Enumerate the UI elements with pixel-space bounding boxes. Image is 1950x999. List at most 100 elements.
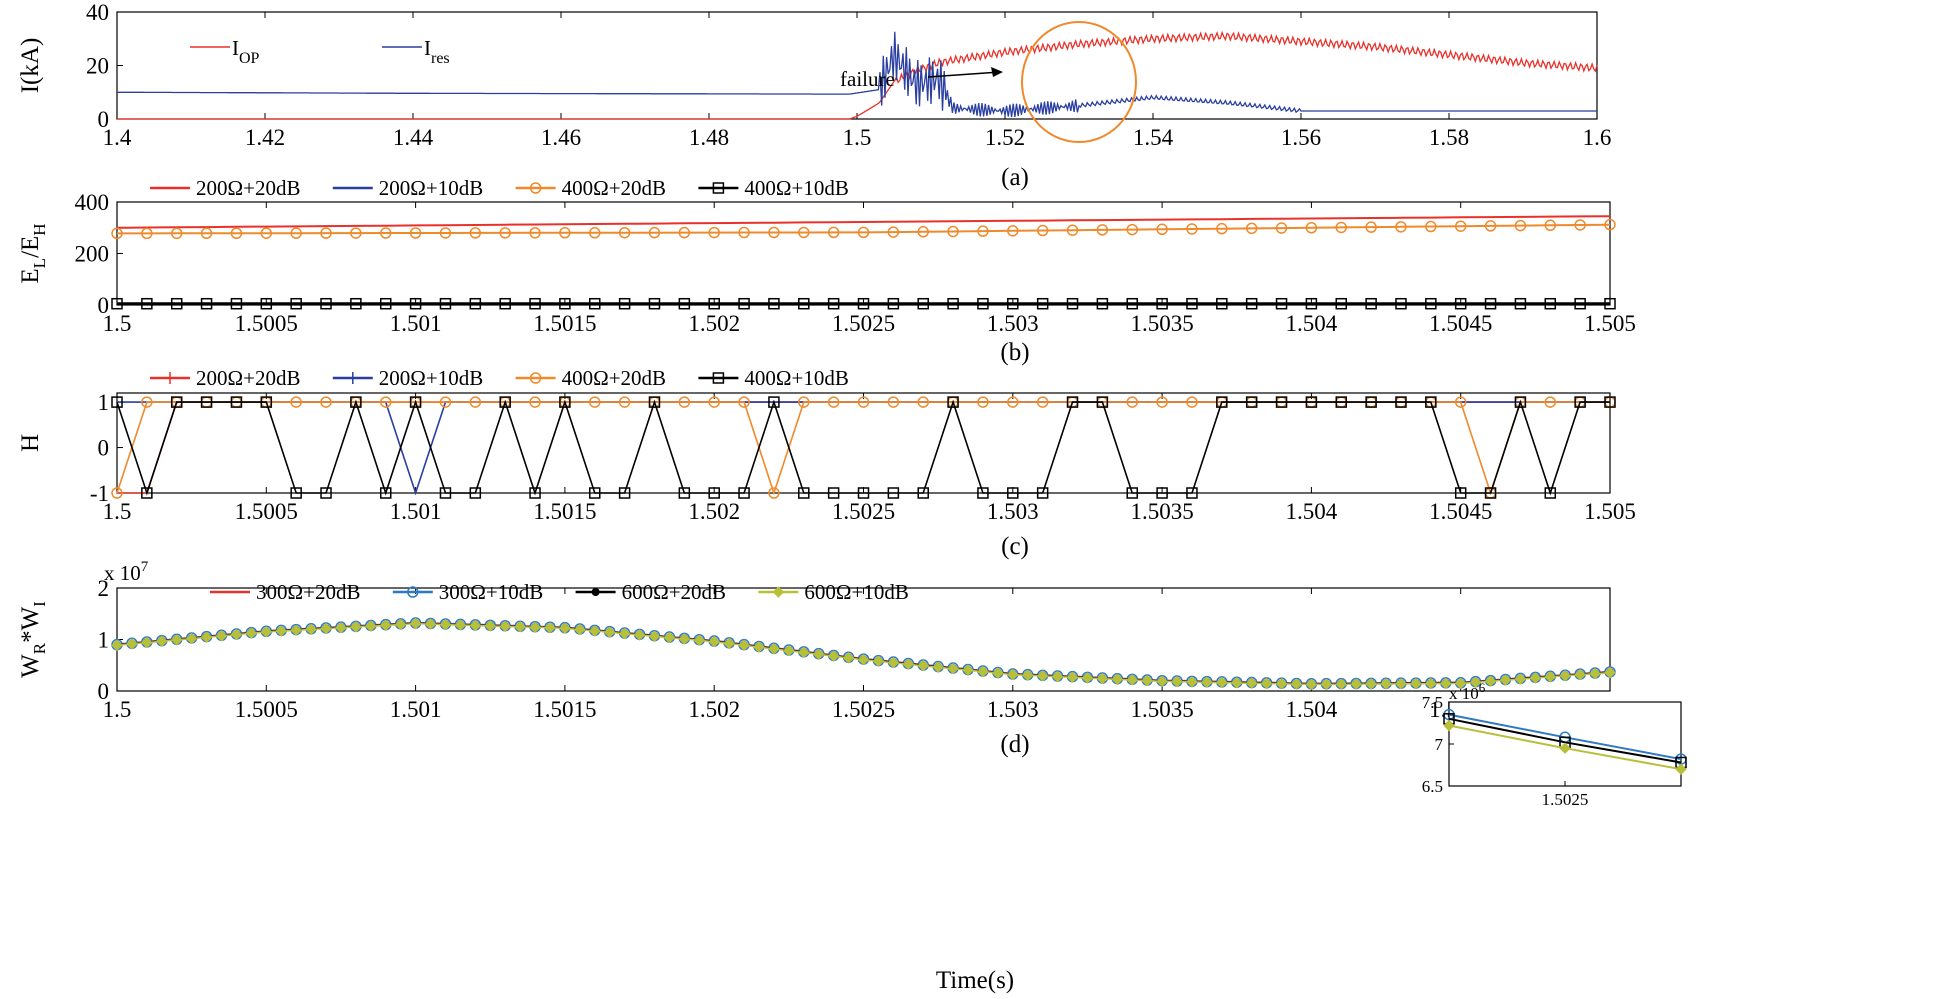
data-point	[215, 630, 228, 642]
legend-entry: 400Ω+20dB	[515, 366, 666, 390]
x-tick-label: 1.5025	[832, 697, 895, 722]
data-point	[917, 487, 929, 499]
data-point	[1350, 678, 1362, 690]
x-tick-label: 1.5035	[1130, 311, 1193, 336]
data-point	[1036, 487, 1049, 499]
data-point	[424, 618, 437, 630]
x-tick-label: 1.5005	[235, 697, 298, 722]
data-point	[857, 487, 870, 499]
data-point	[663, 631, 676, 644]
data-point	[200, 227, 213, 240]
data-point	[320, 227, 332, 239]
data-point	[1454, 487, 1467, 499]
data-point	[1216, 222, 1228, 235]
data-point	[574, 623, 586, 636]
inset-y-tick-label: 6.5	[1422, 777, 1443, 796]
data-point	[1335, 221, 1348, 234]
x-tick-label: 1.501	[390, 311, 442, 336]
panel-a: 1.4 1.42 1.44 1.46 1.48 1.5 1.52 1.54 1.56 1.58 1.…	[17, 0, 1611, 191]
x-tick-label: 1.48	[689, 125, 729, 150]
data-point	[439, 618, 452, 631]
data-point	[768, 643, 780, 655]
data-point	[768, 487, 780, 499]
data-point	[857, 396, 870, 408]
data-point	[798, 297, 810, 310]
data-point	[827, 396, 840, 408]
data-point	[1604, 218, 1616, 231]
data-point	[708, 226, 720, 239]
data-point	[1425, 297, 1437, 310]
data-point	[1216, 297, 1228, 310]
data-point	[290, 624, 302, 636]
data-point	[947, 662, 959, 675]
data-point	[1484, 487, 1497, 499]
data-point	[111, 487, 123, 499]
legend-marker	[529, 372, 542, 384]
data-point	[200, 297, 213, 310]
x-tick-label: 1.4	[103, 125, 132, 150]
data-point	[1111, 673, 1124, 686]
y-tick-label: 20	[86, 54, 109, 79]
data-point	[1425, 677, 1437, 690]
data-point	[618, 627, 631, 640]
data-point	[1156, 223, 1168, 236]
data-point	[917, 659, 929, 672]
data-point	[1156, 396, 1168, 408]
data-point	[1275, 222, 1288, 234]
y-tick-label: -1	[90, 481, 109, 506]
data-point	[484, 620, 496, 632]
data-point	[947, 225, 959, 238]
data-point	[618, 297, 631, 310]
data-point	[708, 487, 720, 499]
y-tick-label: 40	[86, 0, 109, 25]
data-point	[111, 297, 123, 310]
data-point	[1290, 678, 1303, 690]
data-point	[1245, 222, 1258, 235]
data-point	[977, 487, 989, 499]
data-point	[409, 227, 422, 239]
data-point	[260, 297, 273, 310]
data-point	[141, 227, 153, 240]
data-point	[409, 617, 422, 630]
data-point	[857, 653, 870, 666]
data-point	[439, 396, 452, 408]
data-point	[1036, 224, 1049, 237]
data-point	[111, 639, 123, 651]
data-point	[678, 487, 691, 499]
data-point	[1425, 396, 1437, 408]
data-point	[1484, 675, 1497, 687]
data-point	[902, 658, 914, 670]
data-point	[469, 619, 482, 632]
legend-entry: 400Ω+10dB	[698, 176, 849, 200]
y-tick-label: 1	[98, 390, 110, 415]
data-point	[1275, 297, 1288, 310]
data-point	[260, 227, 273, 239]
legend-marker	[164, 372, 176, 384]
data-point	[290, 227, 302, 239]
legend-label: 200Ω+20dB	[196, 176, 300, 200]
data-point	[141, 636, 153, 649]
data-point	[1275, 678, 1288, 690]
legend-label: 300Ω+10dB	[439, 580, 543, 604]
x-tick-label: 1.505	[1584, 311, 1636, 336]
data-point	[798, 646, 810, 659]
data-point	[1156, 297, 1168, 310]
data-point	[1395, 297, 1407, 310]
panel-caption: (a)	[1001, 164, 1029, 191]
data-point	[1410, 677, 1422, 690]
data-point	[1544, 297, 1557, 310]
inset-data-point	[1675, 763, 1687, 775]
x-tick-label: 1.502	[688, 697, 740, 722]
x-tick-label: 1.5	[103, 697, 132, 722]
data-point	[439, 487, 452, 499]
data-point	[1514, 219, 1527, 232]
data-point	[335, 622, 347, 634]
data-point	[962, 664, 974, 676]
data-point	[469, 396, 482, 408]
data-point	[1574, 396, 1586, 408]
data-point	[1305, 297, 1318, 310]
data-point	[827, 487, 840, 499]
data-point	[693, 634, 705, 647]
data-point	[678, 396, 691, 408]
data-point	[1022, 669, 1034, 681]
